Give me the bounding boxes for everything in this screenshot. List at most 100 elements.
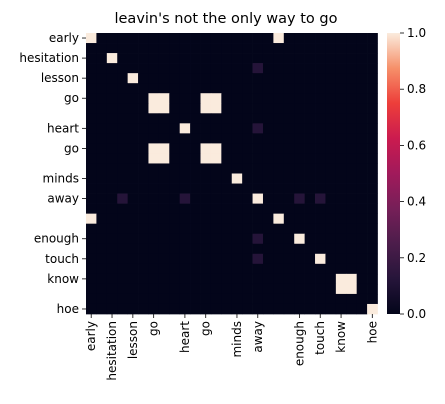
heatmap-cell (221, 283, 233, 295)
heatmap-cell (117, 133, 128, 144)
heatmap-cell (273, 33, 285, 44)
x-tick-label: hoe (365, 321, 379, 343)
heatmap-cell (325, 283, 337, 295)
y-tick-label: go (64, 141, 79, 155)
heatmap-cell (335, 33, 347, 44)
heatmap-cell (210, 133, 222, 144)
heatmap-cell (346, 213, 358, 225)
heatmap-cell (315, 153, 326, 164)
heatmap-cell (86, 123, 97, 134)
heatmap-cell (325, 303, 337, 315)
chart-title: leavin's not the only way to go (114, 11, 337, 27)
heatmap-cell (179, 303, 191, 315)
heatmap-cell (273, 163, 285, 174)
heatmap-cell (221, 93, 233, 104)
heatmap-cell (127, 253, 139, 265)
heatmap-cell (315, 83, 326, 94)
heatmap-cell (367, 203, 378, 214)
heatmap-cell (367, 173, 378, 184)
heatmap-cell (200, 263, 212, 275)
heatmap-cell (304, 133, 316, 144)
heatmap-cell (356, 63, 368, 74)
heatmap-cell (367, 303, 378, 315)
heatmap-cell (210, 303, 222, 315)
heatmap-cell (158, 163, 170, 174)
heatmap-cell (106, 273, 118, 285)
heatmap-cell (231, 153, 243, 164)
heatmap-cell (179, 123, 191, 134)
heatmap-cell (117, 123, 128, 134)
heatmap-cell (294, 273, 305, 285)
heatmap-cell (138, 93, 149, 104)
x-tick-label: minds (230, 321, 244, 358)
heatmap-cell (273, 73, 285, 84)
heatmap-cell (127, 163, 139, 174)
heatmap-cell (210, 83, 222, 94)
heatmap-cell (106, 143, 118, 154)
x-tick-label: away (251, 321, 265, 353)
heatmap-cell (96, 53, 108, 64)
heatmap-cell (231, 273, 243, 285)
heatmap-cell (231, 103, 243, 114)
y-tick-label: enough (34, 232, 79, 246)
heatmap-cell (169, 73, 181, 84)
heatmap-cell (138, 163, 149, 174)
heatmap-cell (262, 233, 274, 245)
heatmap-cell (106, 43, 118, 54)
heatmap-cell (210, 213, 222, 225)
heatmap-cell (179, 153, 191, 164)
heatmap-cell (356, 83, 368, 94)
heatmap-cell (127, 33, 139, 44)
heatmap-cell (325, 143, 337, 154)
y-axis-ticks: early hesitation lesson go heart go minds away e… (19, 31, 86, 316)
heatmap-cell (367, 193, 378, 204)
heatmap-cell (117, 273, 128, 285)
heatmap-cell (96, 83, 108, 94)
heatmap-cell (86, 263, 97, 275)
heatmap-cell (221, 103, 233, 114)
heatmap-cell (242, 233, 253, 245)
heatmap-cell (283, 293, 295, 305)
heatmap-cell (96, 213, 108, 225)
heatmap-cell (356, 33, 368, 44)
heatmap-cell (335, 303, 347, 315)
heatmap-cell (346, 273, 358, 285)
heatmap-cell (242, 283, 253, 295)
heatmap-cell (273, 103, 285, 114)
heatmap-cell (325, 113, 337, 124)
heatmap-cell (231, 263, 243, 275)
heatmap-cell (346, 123, 358, 134)
heatmap-cell (158, 173, 170, 184)
heatmap-cell (158, 103, 170, 114)
heatmap-cell (158, 53, 170, 64)
heatmap-cell (86, 143, 97, 154)
heatmap-cell (252, 233, 264, 245)
heatmap-cell (242, 253, 253, 265)
heatmap-cell (200, 33, 212, 44)
heatmap-cell (127, 293, 139, 305)
heatmap-cell (117, 33, 128, 44)
heatmap-cell (283, 163, 295, 174)
heatmap-cell (200, 203, 212, 214)
heatmap-cell (356, 293, 368, 305)
heatmap-cell (117, 203, 128, 214)
heatmap-cell (127, 83, 139, 94)
y-tick-label: lesson (41, 71, 79, 85)
heatmap-cell (148, 143, 160, 154)
heatmap-cell (106, 133, 118, 144)
heatmap-cell (169, 143, 181, 154)
heatmap-cell (356, 43, 368, 54)
heatmap-cell (210, 113, 222, 124)
heatmap-cell (169, 253, 181, 265)
heatmap-cell (86, 223, 97, 235)
heatmap-cell (96, 43, 108, 54)
heatmap-cell (242, 63, 253, 74)
heatmap-cell (190, 123, 201, 134)
heatmap-cell (325, 263, 337, 275)
heatmap-cell (190, 143, 201, 154)
heatmap-cell (367, 283, 378, 295)
heatmap-cell (304, 143, 316, 154)
heatmap-cell (169, 173, 181, 184)
heatmap-cell (273, 123, 285, 134)
heatmap-cell (294, 203, 305, 214)
